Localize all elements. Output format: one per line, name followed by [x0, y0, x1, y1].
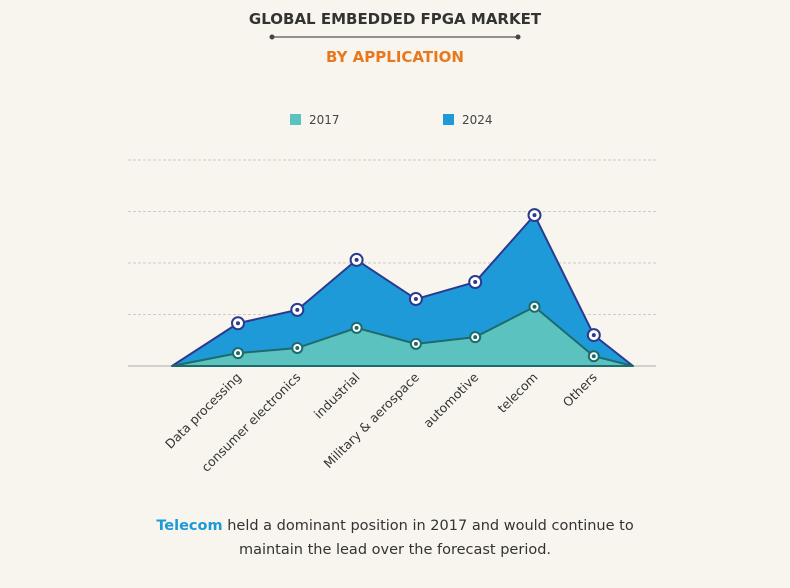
legend-swatch: [290, 114, 301, 125]
annotation-text: maintain the lead over the forecast peri…: [238, 542, 552, 558]
point-center: [473, 280, 478, 285]
point-marker: [232, 347, 244, 360]
x-tick-label: Others: [560, 370, 600, 410]
chart: GLOBAL EMBEDDED FPGA MARKET BY APPLICATI…: [128, 10, 656, 475]
point-marker: [586, 328, 601, 343]
point-marker: [469, 331, 482, 344]
point-marker: [409, 337, 422, 350]
x-tick-label: telecom: [494, 370, 540, 416]
separator-dot: [515, 34, 521, 40]
legend-swatch: [443, 114, 454, 125]
x-tick-label: industrial: [311, 370, 363, 422]
point-marker: [231, 316, 245, 331]
point-center: [236, 321, 240, 326]
point-marker: [468, 275, 483, 290]
chart-title: GLOBAL EMBEDDED FPGA MARKET: [249, 10, 542, 28]
point-marker: [290, 302, 305, 317]
separator-dot: [269, 34, 275, 40]
annotation: Telecom held a dominant position in 2017…: [0, 514, 790, 562]
point-marker: [408, 292, 423, 307]
point-center: [591, 333, 596, 338]
chart-subtitle: BY APPLICATION: [326, 48, 464, 66]
point-marker: [587, 350, 600, 363]
annotation-text: held a dominant position in 2017 and wou…: [222, 518, 634, 534]
point-marker: [527, 208, 542, 223]
point-center: [532, 304, 537, 309]
x-tick-label: automotive: [420, 369, 481, 430]
point-center: [413, 297, 418, 302]
x-tick-label: consumer electronics: [198, 370, 303, 475]
point-center: [473, 335, 478, 340]
point-center: [295, 307, 300, 312]
legend-label: 2017: [309, 113, 340, 127]
point-marker: [349, 252, 364, 267]
point-center: [354, 257, 359, 262]
point-center: [354, 325, 359, 330]
legend-label: 2024: [462, 113, 493, 127]
point-center: [295, 345, 300, 350]
point-marker: [350, 321, 363, 334]
point-center: [413, 341, 418, 346]
point-marker: [528, 300, 541, 313]
point-marker: [291, 341, 304, 354]
point-center: [532, 213, 537, 218]
point-center: [591, 354, 596, 359]
point-center: [236, 351, 240, 356]
annotation-highlight: Telecom: [156, 518, 223, 534]
area: [171, 305, 634, 367]
